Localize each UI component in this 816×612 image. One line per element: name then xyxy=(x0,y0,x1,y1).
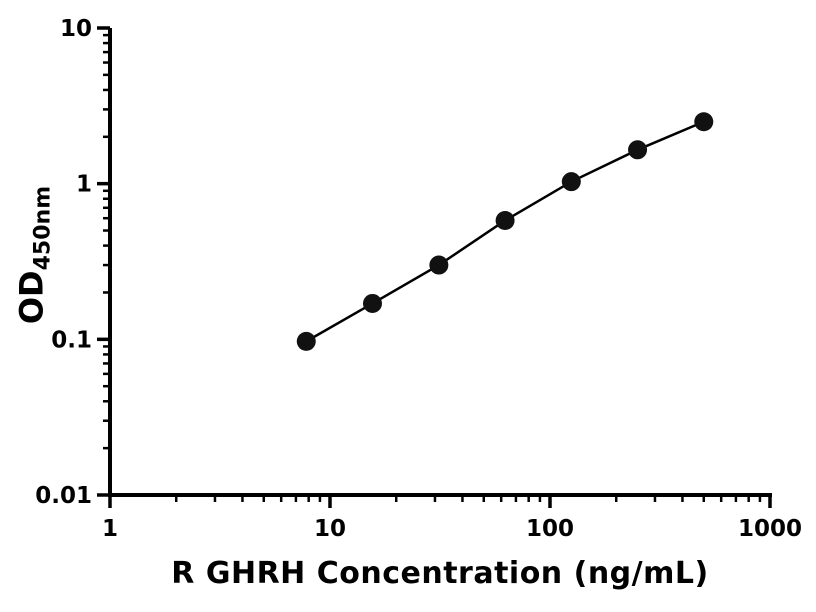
y-axis-title: OD450nm xyxy=(12,186,55,324)
y-axis-title-main: OD xyxy=(12,270,51,325)
x-tick-label: 1 xyxy=(102,516,118,542)
y-tick-label: 1 xyxy=(76,172,92,198)
x-tick-label: 100 xyxy=(526,516,574,542)
data-point xyxy=(561,172,581,192)
y-tick-label: 0.1 xyxy=(51,327,92,353)
y-tick-label: 0.01 xyxy=(35,483,92,509)
x-tick-label: 1000 xyxy=(738,516,802,542)
data-point xyxy=(296,331,316,351)
data-point xyxy=(362,293,382,313)
data-point xyxy=(495,210,515,230)
data-point xyxy=(429,255,449,275)
data-point xyxy=(628,140,648,160)
y-tick-label: 10 xyxy=(60,16,92,42)
x-axis-title: R GHRH Concentration (ng/mL) xyxy=(171,556,709,591)
data-point xyxy=(694,112,714,132)
y-axis-title-sub: 450nm xyxy=(30,185,56,271)
x-tick-label: 10 xyxy=(314,516,346,542)
